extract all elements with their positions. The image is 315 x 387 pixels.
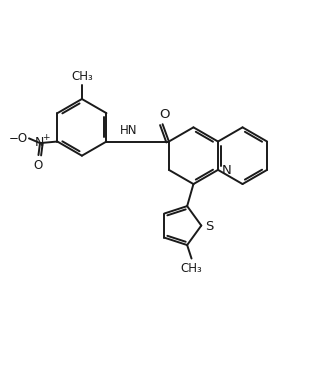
Text: O: O bbox=[159, 108, 169, 121]
Text: −O: −O bbox=[8, 132, 27, 145]
Text: O: O bbox=[34, 159, 43, 172]
Text: CH₃: CH₃ bbox=[71, 70, 93, 83]
Text: +: + bbox=[42, 132, 50, 142]
Text: N: N bbox=[34, 136, 44, 149]
Text: N: N bbox=[222, 164, 232, 177]
Text: S: S bbox=[205, 220, 214, 233]
Text: HN: HN bbox=[120, 124, 137, 137]
Text: CH₃: CH₃ bbox=[180, 262, 203, 275]
